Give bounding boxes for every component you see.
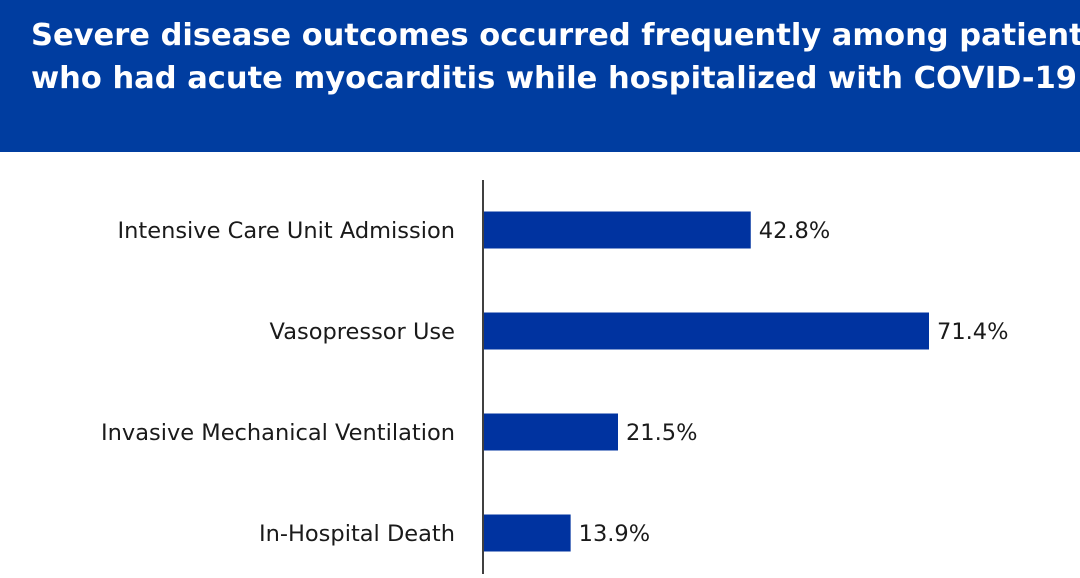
bar xyxy=(484,211,751,249)
bar xyxy=(484,312,929,350)
chart-title-line-1: Severe disease outcomes occurred frequen… xyxy=(31,18,1080,53)
category-label: Intensive Care Unit Admission xyxy=(118,218,455,244)
bar-chart: Intensive Care Unit Admission 42.8% Vasopr… xyxy=(101,180,1008,574)
title-banner: Severe disease outcomes occurred frequen… xyxy=(0,0,1080,152)
category-label: Vasopressor Use xyxy=(270,319,455,345)
bar xyxy=(484,413,618,451)
data-label: 21.5% xyxy=(626,420,697,446)
data-label: 42.8% xyxy=(759,218,830,244)
chart-area: Intensive Care Unit Admission 42.8% Vasopr… xyxy=(0,152,1080,574)
category-label: In-Hospital Death xyxy=(259,521,455,547)
chart-title-line-2: who had acute myocarditis while hospital… xyxy=(31,61,1080,96)
data-label: 13.9% xyxy=(579,521,650,547)
bar xyxy=(484,514,571,552)
category-label: Invasive Mechanical Ventilation xyxy=(101,420,455,446)
data-label: 71.4% xyxy=(937,319,1008,345)
